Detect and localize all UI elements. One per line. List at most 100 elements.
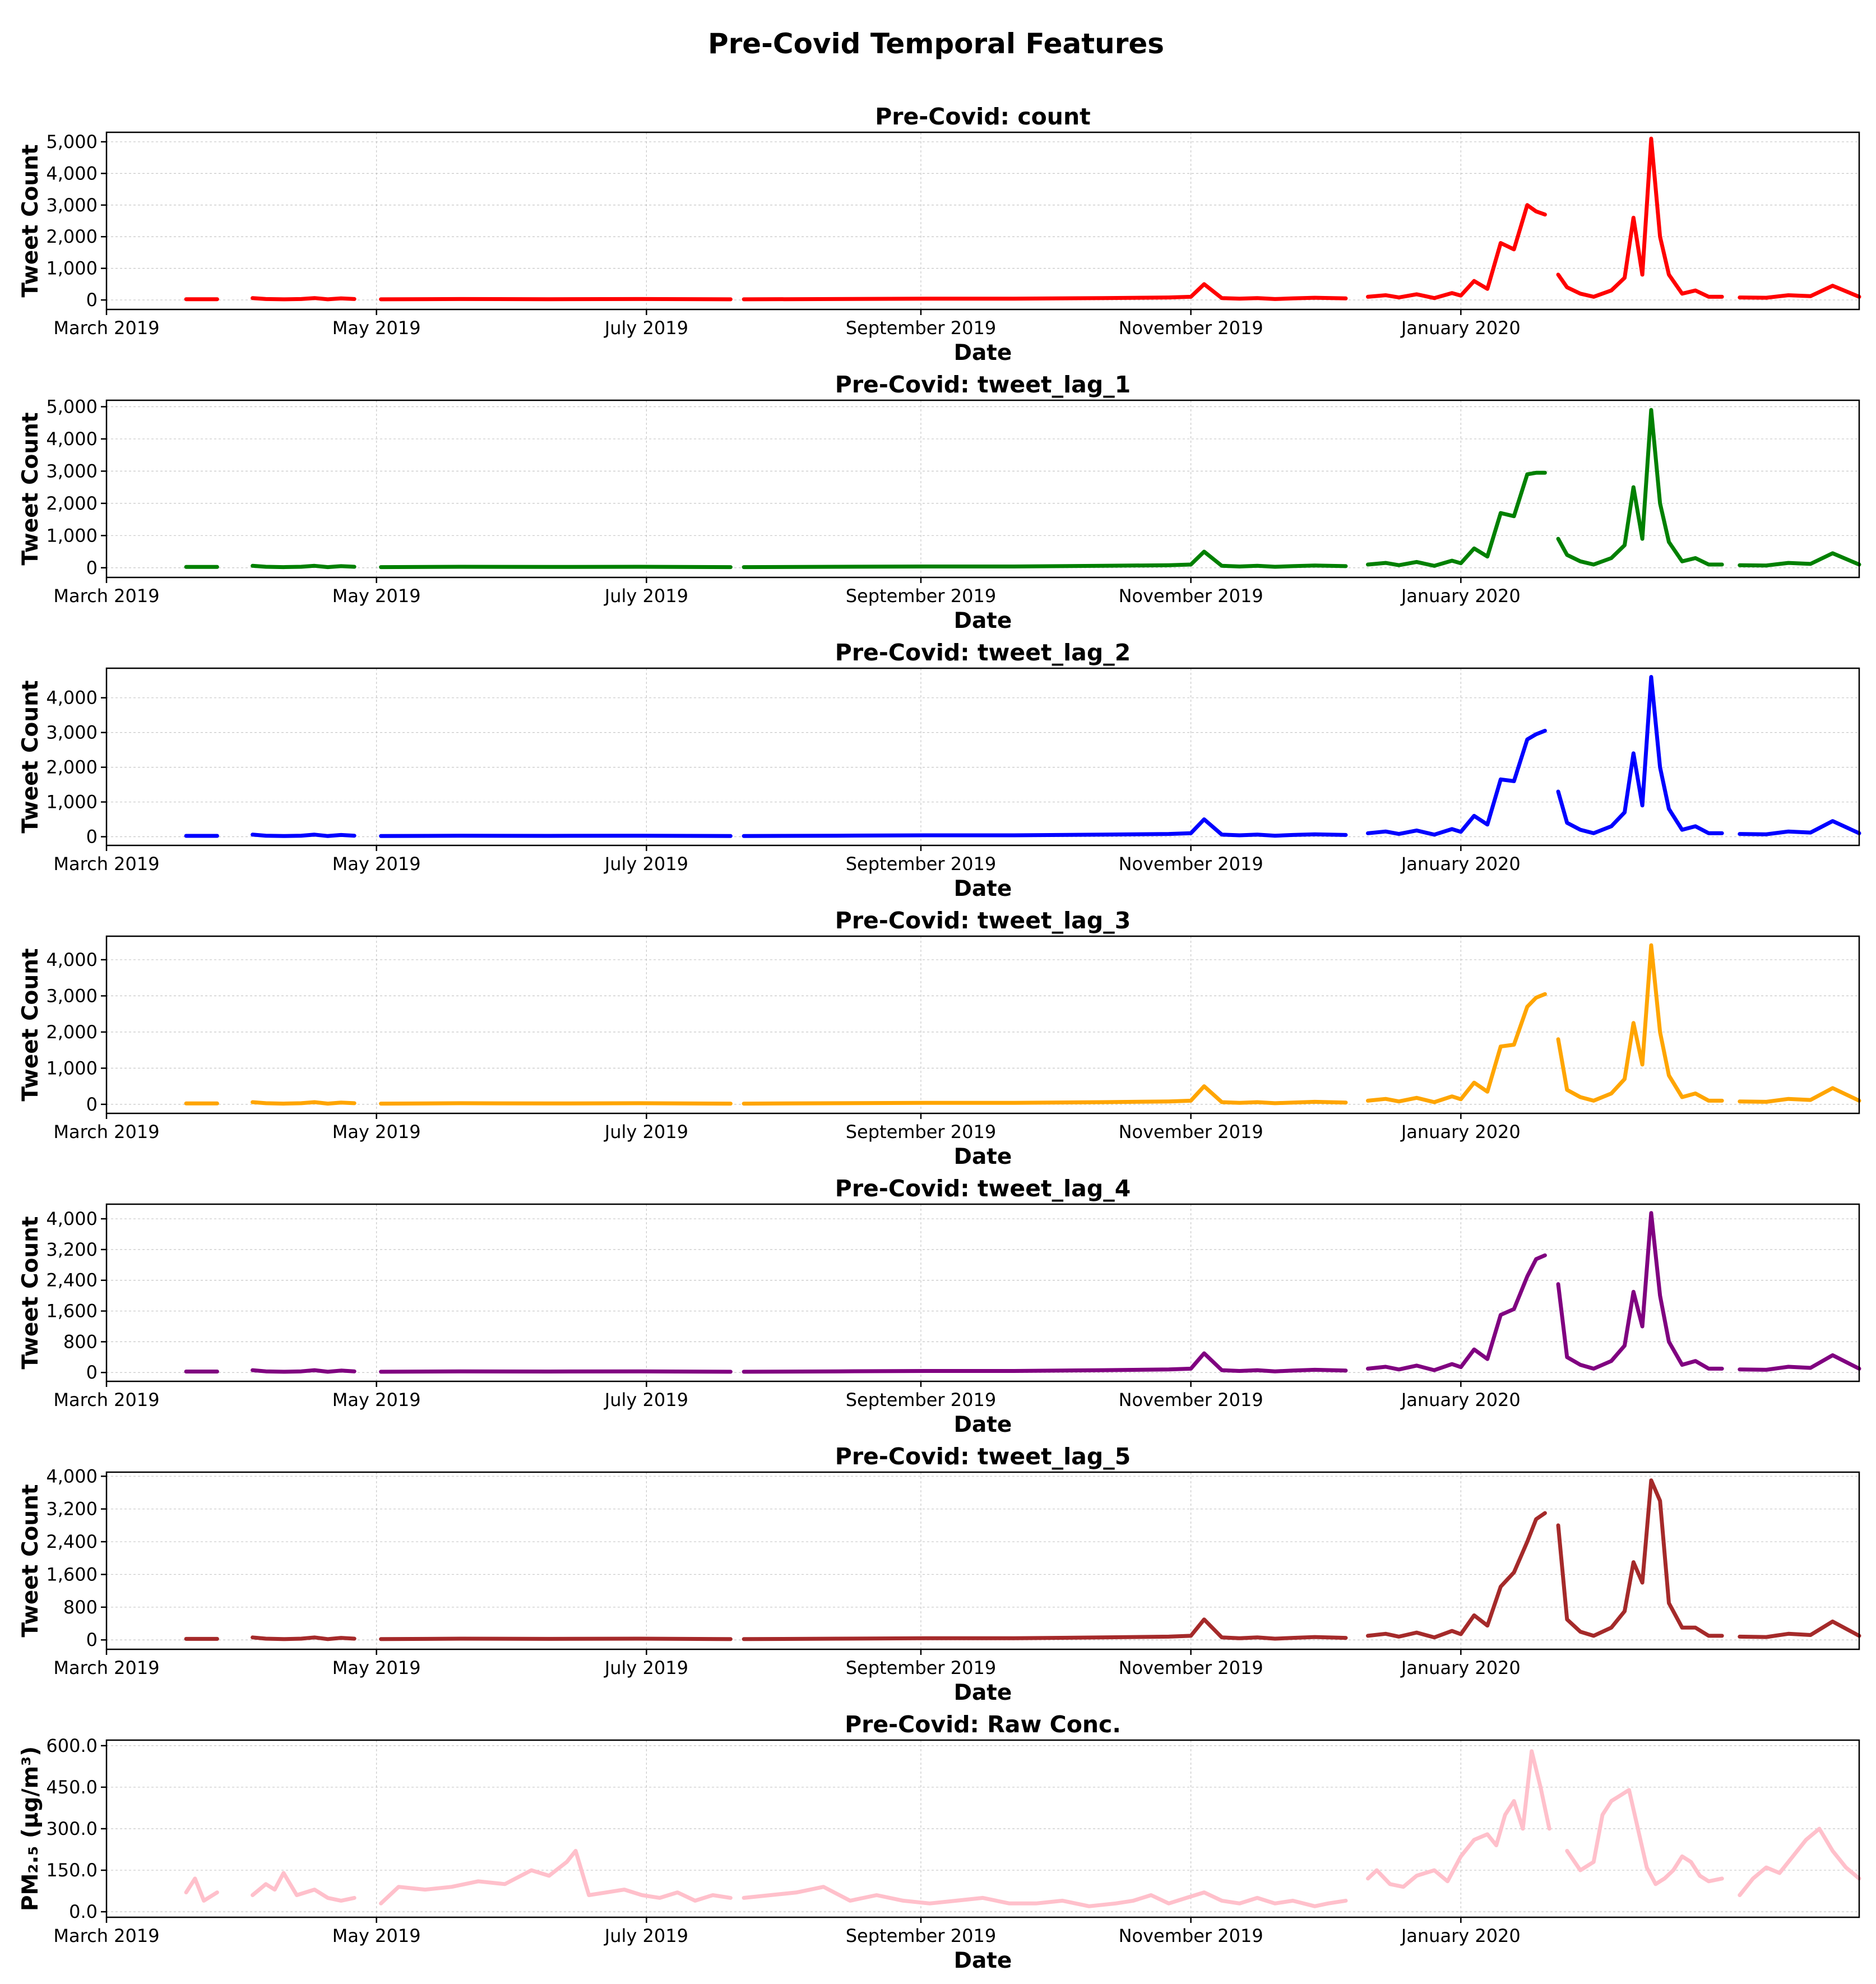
panel-3: 0 1,000 2,000 3,000 4,000 March 2019 May 2019 J… [18,639,1861,901]
panel-7: 0.0 150.0 300.0 450.0 600.0 March 2019 May 201… [18,1711,1861,1973]
x-tick-label: November 2019 [1119,317,1263,339]
y-tick-label: 4,000 [46,163,98,184]
y-tick-label: 800 [63,1331,98,1352]
series-line-segment [742,1617,1348,1641]
x-tick-label: July 2019 [604,317,688,339]
y-tick-label: 0 [86,1362,98,1383]
series-line-segment [251,1635,356,1641]
series-line-segment [251,1100,356,1106]
x-axis-label: Date [954,1948,1012,1973]
x-tick-label: May 2019 [332,585,421,607]
series-line-segment [1366,1253,1547,1372]
y-axis-label: Tweet Count [18,680,43,833]
x-tick-label: September 2019 [846,1389,996,1410]
y-tick-label: 3,000 [46,722,98,743]
y-tick-label: 2,000 [46,226,98,247]
y-tick-label: 0 [86,826,98,848]
y-tick-label: 1,000 [46,525,98,546]
x-tick-label: January 2020 [1400,1121,1521,1143]
y-axis-label: Tweet Count [18,1484,43,1637]
y-tick-label: 2,400 [46,1531,98,1552]
x-axis-label: Date [954,1680,1012,1705]
series-line-segment [1366,729,1547,837]
y-tick-label: 600.0 [46,1735,98,1756]
series-line-segment [1366,992,1547,1104]
x-tick-label: January 2020 [1400,1389,1521,1410]
y-tick-label: 1,000 [46,1057,98,1079]
y-tick-label: 2,400 [46,1270,98,1291]
x-tick-label: July 2019 [604,585,688,607]
series-line-segment [1738,1619,1861,1639]
y-tick-label: 3,000 [46,985,98,1006]
x-tick-label: September 2019 [846,317,996,339]
panel-title: Pre-Covid: tweet_lag_3 [835,907,1131,934]
x-axis-label: Date [954,876,1012,901]
series-line-segment [251,1871,356,1903]
series-line-segment [1565,1788,1724,1886]
axes-frame [105,935,1860,1114]
y-tick-label: 0 [86,557,98,579]
y-axis-label: PM₂.₅ (µg/m³) [18,1746,43,1911]
panel-6: 0 800 1,600 2,400 3,200 4,000 March 2019 May 20… [18,1443,1861,1705]
series-line-segment [251,563,356,570]
y-tick-label: 300.0 [46,1818,98,1839]
series-line-segment [742,1351,1348,1374]
x-tick-label: March 2019 [53,1389,159,1410]
y-tick-label: 2,000 [46,493,98,514]
x-tick-label: September 2019 [846,1657,996,1678]
x-tick-label: May 2019 [332,853,421,875]
x-tick-label: November 2019 [1119,1121,1263,1143]
panel-5: 0 800 1,600 2,400 3,200 4,000 March 2019 May 20… [18,1175,1861,1437]
series-line-segment [742,1084,1348,1106]
x-tick-label: May 2019 [332,1925,421,1946]
axes-frame [105,131,1860,311]
y-axis-label: Tweet Count [18,948,43,1101]
series-line-segment [1366,1749,1551,1889]
x-tick-label: July 2019 [604,1925,688,1946]
y-tick-label: 3,200 [46,1239,98,1260]
y-tick-label: 150.0 [46,1860,98,1881]
panel-1: 0 1,000 2,000 3,000 4,000 5,000 March 2019 May … [18,103,1861,366]
panel-2: 0 1,000 2,000 3,000 4,000 5,000 March 2019 May … [18,371,1861,633]
axes-frame [105,1203,1860,1382]
series-line-segment [379,1849,733,1906]
x-tick-label: March 2019 [53,1121,159,1143]
series-line-segment [742,817,1348,838]
y-axis-label: Tweet Count [18,412,43,565]
x-tick-label: November 2019 [1119,1389,1263,1410]
figure-suptitle: Pre-Covid Temporal Features [708,27,1164,60]
series-line-segment [1556,675,1724,835]
x-tick-label: May 2019 [332,1389,421,1410]
x-tick-label: November 2019 [1119,1657,1263,1678]
y-tick-label: 4,000 [46,428,98,450]
y-tick-label: 1,600 [46,1564,98,1585]
series-line-segment [1366,203,1547,300]
series-line-segment [1738,819,1861,836]
y-axis-label: Tweet Count [18,1216,43,1369]
series-line-segment [251,1368,356,1374]
x-tick-label: November 2019 [1119,1925,1263,1946]
x-tick-label: January 2020 [1400,1657,1521,1678]
x-tick-label: July 2019 [604,1121,688,1143]
series-line-segment [1556,408,1724,567]
x-tick-label: September 2019 [846,1925,996,1946]
y-tick-label: 4,000 [46,1465,98,1487]
x-tick-label: November 2019 [1119,585,1263,607]
x-tick-label: January 2020 [1400,317,1521,339]
x-tick-label: March 2019 [53,1925,159,1946]
x-tick-label: March 2019 [53,585,159,607]
x-axis-label: Date [954,1144,1012,1169]
x-tick-label: July 2019 [604,1657,688,1678]
y-tick-label: 4,000 [46,1208,98,1229]
axes-frame [105,399,1860,579]
series-line-segment [379,1101,733,1106]
x-tick-label: March 2019 [53,853,159,875]
series-line-segment [1556,136,1724,299]
series-line-segment [379,1369,733,1374]
series-line-segment [1738,284,1861,300]
y-tick-label: 2,000 [46,757,98,778]
x-tick-label: May 2019 [332,317,421,339]
series-line-segment [1738,1086,1861,1104]
y-tick-label: 3,000 [46,460,98,482]
